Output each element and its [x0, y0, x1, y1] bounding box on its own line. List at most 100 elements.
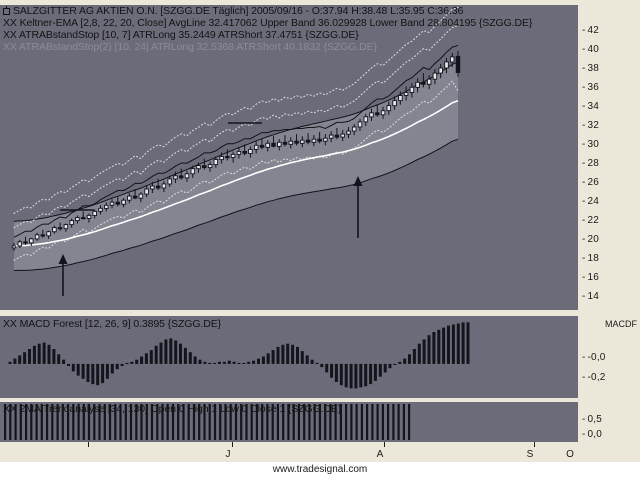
trend-bar: [171, 404, 175, 440]
trend-bar: [119, 404, 122, 440]
trend-bar: [366, 404, 369, 440]
candle-body: [265, 142, 270, 148]
macd-bar: [213, 362, 217, 364]
candle-body: [398, 95, 403, 102]
trend-chart-panel[interactable]: XX 2MA Trendanalyse [34, 130] Open 0 Hig…: [0, 402, 578, 442]
price-axis-tick: -40: [582, 44, 600, 55]
macd-bar: [378, 363, 382, 377]
macd-bar: [62, 359, 66, 364]
macd-bar: [67, 363, 70, 366]
trend-bar: [213, 404, 217, 440]
trend-bar: [297, 404, 300, 440]
price-chart-panel[interactable]: [0, 5, 578, 310]
candle-body: [230, 153, 236, 158]
price-axis-tick-label: 22: [587, 215, 600, 226]
trend-bar: [224, 404, 227, 440]
candle-body: [29, 238, 34, 244]
trend-plot[interactable]: [0, 402, 578, 442]
trend-bar: [287, 404, 290, 440]
trend-axis-tick: -0,0: [582, 429, 603, 440]
macd-bar: [398, 361, 402, 364]
buy-arrow-1[interactable]: [58, 254, 68, 296]
macd-bar: [417, 343, 421, 364]
trend-bar: [308, 404, 311, 440]
trend-bar: [397, 404, 400, 440]
price-axis-tick: -38: [582, 63, 600, 74]
candle-body: [196, 165, 201, 170]
macd-axis-title: MACDF: [605, 319, 637, 329]
trend-bar: [40, 404, 43, 440]
trend-bar: [234, 404, 238, 440]
keltner-lower-band: [13, 138, 459, 271]
macd-y-axis[interactable]: MACDF - -0,0 - -0,2: [578, 316, 640, 398]
macd-bar: [110, 363, 114, 374]
macd-bar: [330, 363, 334, 378]
trend-bar: [82, 404, 85, 440]
candle-body: [178, 175, 184, 179]
macd-bar: [115, 363, 119, 370]
macd-bar: [222, 361, 226, 364]
macd-bar: [349, 363, 353, 389]
candle-body: [346, 130, 351, 135]
macd-histogram[interactable]: [8, 322, 470, 389]
price-axis-tick-label: 34: [587, 101, 600, 112]
trend-bar: [177, 404, 180, 440]
candle-body: [259, 144, 265, 148]
trend-bar: [229, 404, 232, 440]
candle-body: [357, 121, 363, 128]
macd-bar: [354, 363, 358, 389]
price-axis-tick: -16: [582, 272, 600, 283]
trend-bar: [271, 404, 274, 440]
macd-bar: [286, 343, 290, 364]
trend-bar: [371, 404, 374, 440]
keltner-avg-line: [13, 100, 459, 247]
macd-axis-tick-label: -0,0: [587, 352, 606, 363]
price-axis-tick: -22: [582, 215, 600, 226]
macd-bar: [412, 349, 416, 364]
candle-body: [323, 137, 328, 142]
candlestick-series[interactable]: [11, 50, 461, 252]
macd-bar: [305, 355, 309, 364]
macd-bar: [154, 345, 158, 364]
macd-bar: [291, 344, 295, 364]
candle-body: [311, 138, 317, 143]
candle-body: [127, 195, 132, 201]
trend-bar: [161, 404, 164, 440]
trend-bar: [140, 404, 143, 440]
x-axis-tick-label: J: [225, 449, 231, 460]
trend-bar: [266, 404, 269, 440]
trend-axis-tick: -0,5: [582, 414, 603, 425]
candle-body: [190, 168, 196, 175]
macd-bar: [257, 358, 260, 364]
price-axis-tick-label: 20: [587, 234, 600, 245]
candle-body: [375, 112, 380, 116]
trend-bar: [35, 404, 38, 440]
candle-body: [132, 195, 138, 199]
trend-bar: [192, 404, 196, 440]
trend-y-axis[interactable]: -0,5 -0,0: [578, 402, 640, 442]
buy-arrow-2[interactable]: [353, 176, 363, 238]
candle-body: [369, 112, 374, 118]
macd-bar: [242, 362, 246, 364]
macd-plot[interactable]: [0, 316, 578, 398]
price-plot[interactable]: [0, 5, 578, 310]
trend-bar: [150, 404, 154, 440]
price-y-axis[interactable]: -42 -40 -38 -36 -34 -32 -30 -28 -26 -24 -22 -20 -18 -…: [578, 5, 640, 310]
macd-bar: [271, 350, 275, 364]
x-axis-tick-mark: [88, 442, 89, 447]
x-axis-tick-label: A: [376, 449, 384, 460]
macd-bar: [232, 361, 236, 364]
macd-bar: [227, 360, 231, 364]
macd-bar: [359, 363, 363, 388]
candle-body: [403, 91, 409, 96]
macd-bar: [169, 338, 173, 364]
macd-bar: [23, 352, 27, 364]
trend-bar: [261, 404, 264, 440]
candle-body: [328, 134, 334, 139]
macd-chart-panel[interactable]: XX MACD Forest [12, 26, 9] 0.3895 {SZGG.…: [0, 316, 578, 398]
trend-bars[interactable]: [4, 404, 411, 440]
trend-bar: [9, 404, 12, 440]
trend-bar: [182, 404, 185, 440]
price-axis-tick-label: 38: [587, 63, 600, 74]
